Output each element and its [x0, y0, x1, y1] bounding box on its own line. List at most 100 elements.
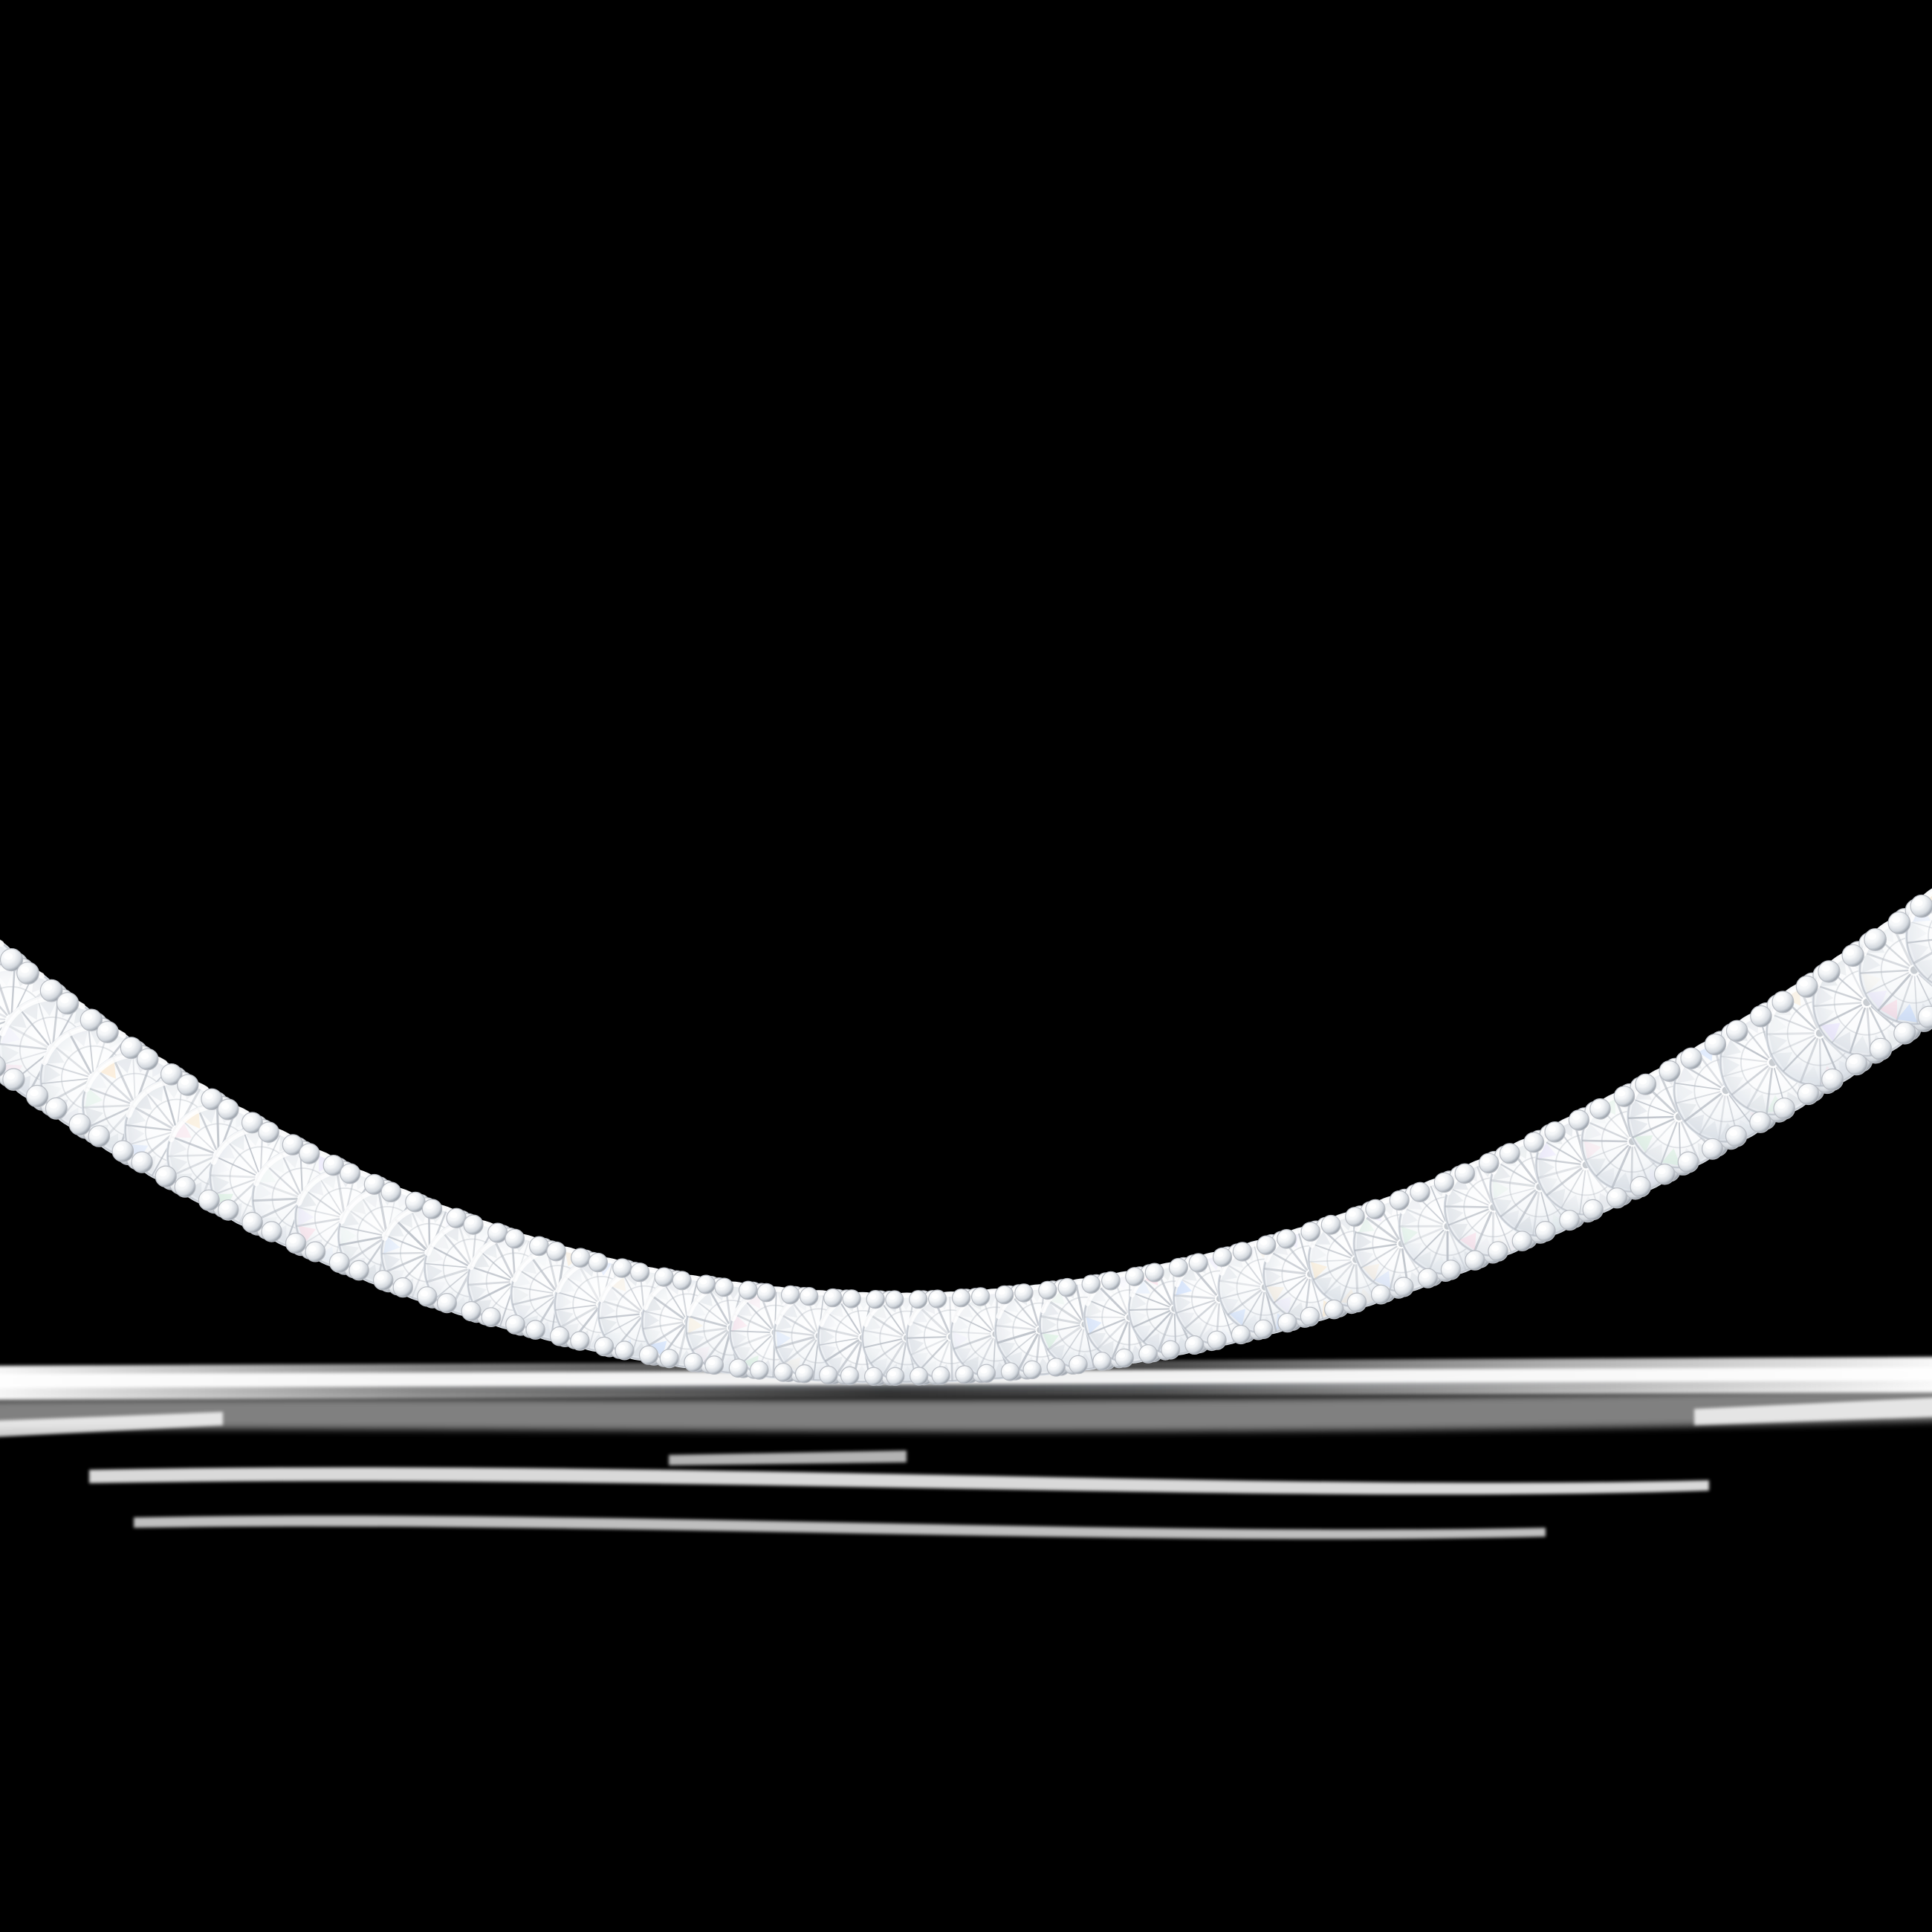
prong: [1046, 1358, 1066, 1377]
prong-set-front: [927, 1288, 974, 1385]
prong: [305, 1241, 326, 1262]
prong: [120, 1037, 143, 1060]
prong-set-front: [1680, 1033, 1771, 1147]
prong: [794, 1364, 814, 1384]
prong: [1488, 1241, 1508, 1262]
prong-set-front: [885, 1290, 929, 1386]
prong: [1232, 1242, 1253, 1262]
prong: [1115, 1348, 1134, 1368]
prong-set-front: [1499, 1132, 1581, 1242]
prong: [88, 1125, 111, 1147]
prong-set-front: [525, 1241, 591, 1346]
prong: [1680, 1047, 1702, 1070]
prong-set-front: [659, 1271, 716, 1372]
prong: [1370, 1284, 1391, 1305]
prong: [1277, 1229, 1297, 1249]
prong: [39, 979, 63, 1002]
prong: [780, 1285, 800, 1305]
prong-set-front: [1544, 1109, 1628, 1221]
streak-fleck-right: [1694, 1397, 1932, 1425]
prong: [340, 1163, 361, 1184]
prong-set-front: [131, 1074, 223, 1187]
prong-set-front: [1589, 1086, 1676, 1198]
prong: [446, 1208, 467, 1229]
prong-set-front: [1635, 1060, 1724, 1173]
prong: [1511, 1231, 1533, 1251]
prong: [1417, 1268, 1439, 1288]
surface-reflection-group: [0, 1357, 1932, 1540]
prong: [1818, 960, 1841, 983]
prong: [392, 1277, 413, 1298]
prong-set-front: [392, 1199, 467, 1307]
prong: [1161, 1340, 1181, 1360]
prong: [1231, 1324, 1251, 1345]
prong: [1300, 1306, 1320, 1327]
prong: [1365, 1199, 1386, 1219]
prong: [1499, 1143, 1520, 1164]
prong: [994, 1285, 1014, 1305]
prong: [380, 1181, 402, 1202]
prong-set-front: [970, 1285, 1020, 1384]
prong-set-front: [174, 1098, 263, 1211]
prong: [756, 1283, 777, 1303]
prong-set-front: [749, 1283, 800, 1382]
prong: [1771, 991, 1795, 1014]
prong-set-front: [615, 1262, 674, 1365]
prong: [863, 1367, 884, 1387]
prong: [672, 1271, 692, 1291]
prong: [1864, 928, 1887, 951]
tertiary-streak: [89, 1467, 1709, 1495]
prong: [1635, 1073, 1657, 1095]
prong-set-front: [1232, 1235, 1297, 1340]
prong: [1613, 1086, 1636, 1107]
prong: [1841, 944, 1864, 967]
prong-set-front: [88, 1048, 183, 1162]
prong: [1523, 1132, 1545, 1153]
prong-set-front: [1320, 1207, 1391, 1313]
prong-set-front: [1277, 1222, 1344, 1327]
prong: [714, 1277, 734, 1297]
prong-set-front: [704, 1277, 758, 1378]
prong: [96, 1020, 119, 1043]
prong: [910, 1367, 929, 1386]
prong: [1212, 1247, 1233, 1267]
prong: [56, 991, 80, 1015]
prong: [885, 1290, 904, 1309]
prong: [328, 1251, 350, 1273]
prong: [570, 1248, 591, 1268]
streak-fleck-center: [669, 1450, 907, 1465]
prong-set-front: [349, 1181, 426, 1291]
prong: [421, 1199, 443, 1219]
prong: [1869, 1037, 1893, 1061]
prong: [529, 1236, 549, 1257]
prong: [1092, 1352, 1112, 1371]
prong-set-front: [840, 1289, 885, 1387]
prong: [349, 1260, 369, 1281]
prong: [174, 1176, 196, 1198]
prong: [970, 1287, 991, 1306]
prong-set-front: [481, 1228, 549, 1335]
prong: [1433, 1172, 1455, 1193]
prong: [1022, 1360, 1042, 1380]
prong: [1125, 1267, 1144, 1286]
prong: [1568, 1109, 1590, 1131]
prong: [242, 1211, 263, 1234]
prong: [1630, 1176, 1652, 1198]
prong-set-front: [1188, 1247, 1251, 1350]
prong-set-front: [1771, 975, 1868, 1091]
prong: [823, 1288, 843, 1308]
prong: [1893, 1022, 1916, 1045]
tennis-necklace[interactable]: [0, 874, 1932, 1387]
prong-set-front: [794, 1286, 843, 1385]
prong: [481, 1307, 502, 1327]
prong: [111, 1140, 134, 1162]
prong: [1454, 1163, 1476, 1184]
prong: [80, 1008, 103, 1031]
prong: [1144, 1262, 1164, 1283]
prong: [177, 1074, 199, 1096]
prong-set-front: [1014, 1280, 1066, 1380]
prong: [1300, 1222, 1320, 1242]
prong: [842, 1289, 861, 1309]
prong: [1138, 1344, 1158, 1364]
